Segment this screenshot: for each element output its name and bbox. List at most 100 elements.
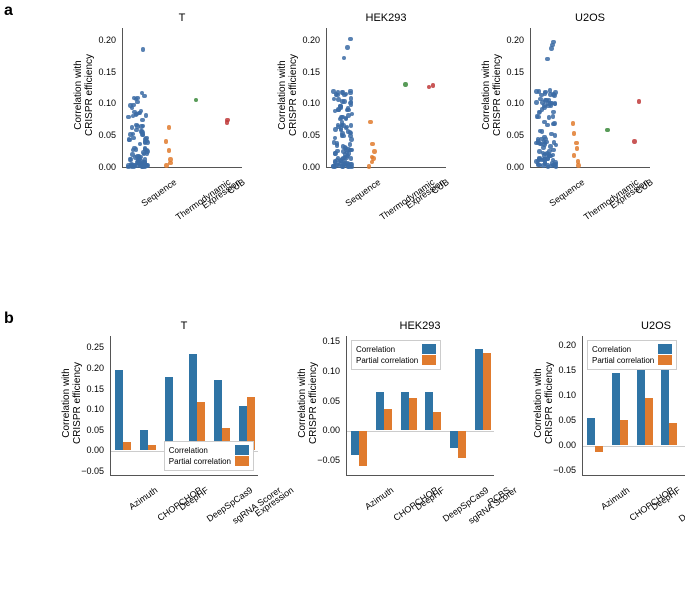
- data-point: [334, 163, 339, 168]
- data-point: [130, 152, 135, 157]
- data-point: [537, 89, 542, 94]
- data-point: [538, 97, 543, 102]
- bar: [376, 392, 384, 430]
- barchart-HEK293: HEK293Correlation with CRISPR efficiency…: [296, 322, 498, 557]
- legend-label: Correlation: [592, 345, 631, 354]
- data-point: [335, 143, 340, 148]
- data-point: [571, 121, 576, 126]
- data-point: [576, 163, 581, 168]
- data-point: [605, 128, 610, 133]
- data-point: [542, 105, 547, 110]
- data-point: [348, 37, 353, 42]
- ytick: 0.20: [276, 36, 320, 45]
- data-point: [543, 137, 548, 142]
- data-point: [333, 151, 338, 156]
- legend-item: Partial correlation: [592, 355, 672, 365]
- data-point: [553, 102, 558, 107]
- legend-item: Correlation: [169, 445, 249, 455]
- data-point: [350, 112, 355, 117]
- data-point: [572, 153, 577, 158]
- ytick: 0.00: [296, 426, 340, 435]
- legend: CorrelationPartial correlation: [587, 340, 677, 370]
- data-point: [367, 164, 372, 169]
- data-point: [550, 43, 555, 48]
- data-point: [346, 106, 351, 111]
- data-point: [534, 159, 539, 164]
- legend-label: Correlation: [356, 345, 395, 354]
- plot-area: [530, 28, 650, 168]
- data-point: [632, 139, 637, 144]
- data-point: [333, 136, 338, 141]
- data-point: [138, 142, 143, 147]
- data-point: [349, 96, 354, 101]
- data-point: [536, 115, 541, 120]
- chart-title: U2OS: [582, 320, 685, 332]
- ytick: 0.10: [480, 99, 524, 108]
- legend: CorrelationPartial correlation: [164, 441, 254, 471]
- ytick: 0.10: [60, 405, 104, 414]
- data-point: [333, 127, 338, 132]
- xtick: Azimuth: [599, 485, 631, 512]
- chart-title: T: [110, 320, 258, 332]
- data-point: [347, 164, 352, 169]
- ytick: 0.05: [532, 416, 576, 425]
- data-point: [343, 155, 348, 160]
- data-point: [545, 57, 550, 62]
- data-point: [144, 113, 149, 118]
- data-point: [141, 47, 146, 52]
- bar: [433, 412, 441, 430]
- data-point: [340, 90, 345, 95]
- plot-area: [326, 28, 446, 168]
- ytick: 0.15: [296, 337, 340, 346]
- bar: [189, 354, 197, 450]
- bar: [115, 370, 123, 450]
- plot-area: CorrelationPartial correlation: [110, 336, 258, 476]
- data-point: [127, 137, 132, 142]
- bar: [359, 431, 367, 466]
- data-point: [349, 123, 354, 128]
- bar: [140, 430, 148, 451]
- xtick: Azimuth: [127, 485, 159, 512]
- legend-swatch: [422, 355, 436, 365]
- panel-a-label: a: [4, 2, 13, 20]
- data-point: [543, 90, 548, 95]
- data-point: [340, 99, 345, 104]
- data-point: [168, 157, 173, 162]
- bar: [483, 353, 491, 430]
- data-point: [552, 121, 557, 126]
- ytick: −0.05: [532, 466, 576, 475]
- data-point: [342, 56, 347, 61]
- legend-swatch: [422, 344, 436, 354]
- data-point: [552, 93, 557, 98]
- bar: [669, 423, 677, 446]
- bar: [475, 349, 483, 430]
- bar: [214, 380, 222, 450]
- data-point: [135, 124, 140, 129]
- bar: [123, 442, 131, 450]
- ytick: 0.05: [480, 131, 524, 140]
- ytick: 0.15: [60, 385, 104, 394]
- xtick: Azimuth: [363, 485, 395, 512]
- data-point: [370, 142, 375, 147]
- bar: [620, 420, 628, 445]
- data-point: [331, 89, 336, 94]
- data-point: [554, 143, 559, 148]
- data-point: [128, 132, 133, 137]
- data-point: [576, 159, 581, 164]
- chart-title: U2OS: [530, 12, 650, 24]
- legend-item: Correlation: [592, 344, 672, 354]
- bar: [661, 363, 669, 446]
- data-point: [138, 111, 143, 116]
- data-point: [551, 114, 556, 119]
- data-point: [572, 131, 577, 136]
- ytick: 0.00: [276, 163, 320, 172]
- bar: [587, 418, 595, 446]
- panel-b-row: TCorrelation with CRISPR efficiencyCorre…: [60, 322, 685, 557]
- bar: [401, 392, 409, 431]
- legend-swatch: [658, 344, 672, 354]
- data-point: [541, 163, 546, 168]
- data-point: [574, 141, 579, 146]
- legend-item: Correlation: [356, 344, 436, 354]
- legend: CorrelationPartial correlation: [351, 340, 441, 370]
- legend-swatch: [658, 355, 672, 365]
